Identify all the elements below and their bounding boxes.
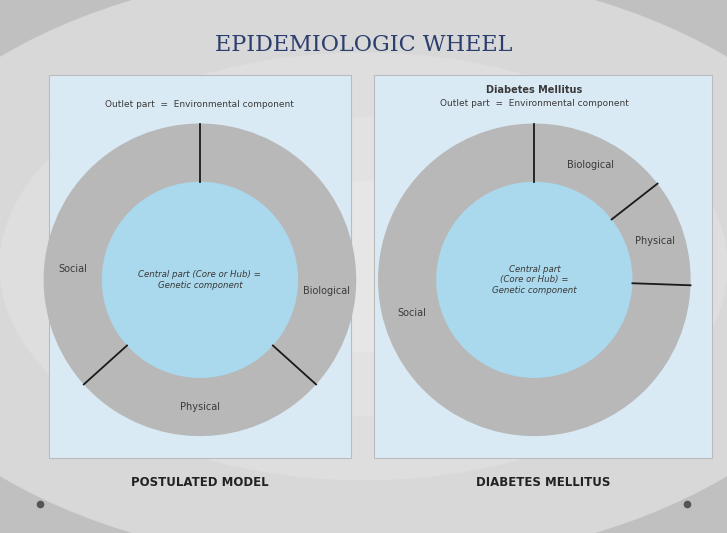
Text: Biological: Biological (303, 286, 350, 296)
Text: POSTULATED MODEL: POSTULATED MODEL (132, 476, 269, 489)
Ellipse shape (218, 181, 509, 352)
Text: Social: Social (59, 264, 88, 274)
Ellipse shape (109, 117, 618, 416)
Ellipse shape (102, 182, 298, 378)
Text: Physical: Physical (635, 236, 675, 246)
Text: Outlet part  =  Environmental component: Outlet part = Environmental component (440, 99, 629, 108)
Text: Biological: Biological (566, 160, 614, 171)
Text: Social: Social (397, 308, 426, 318)
Text: Physical: Physical (180, 402, 220, 412)
Text: Diabetes Mellitus: Diabetes Mellitus (486, 85, 582, 95)
FancyBboxPatch shape (49, 75, 351, 458)
Text: EPIDEMIOLOGIC WHEEL: EPIDEMIOLOGIC WHEEL (214, 34, 513, 56)
Text: Central part (Core or Hub) =
Genetic component: Central part (Core or Hub) = Genetic com… (138, 270, 262, 289)
Ellipse shape (44, 124, 356, 436)
Ellipse shape (378, 124, 691, 436)
Text: Outlet part  =  Environmental component: Outlet part = Environmental component (105, 100, 294, 109)
Ellipse shape (436, 182, 632, 378)
Text: Central part
(Core or Hub) =
Genetic component: Central part (Core or Hub) = Genetic com… (492, 265, 577, 295)
FancyBboxPatch shape (374, 75, 712, 458)
Text: DIABETES MELLITUS: DIABETES MELLITUS (476, 476, 611, 489)
Ellipse shape (0, 53, 727, 480)
